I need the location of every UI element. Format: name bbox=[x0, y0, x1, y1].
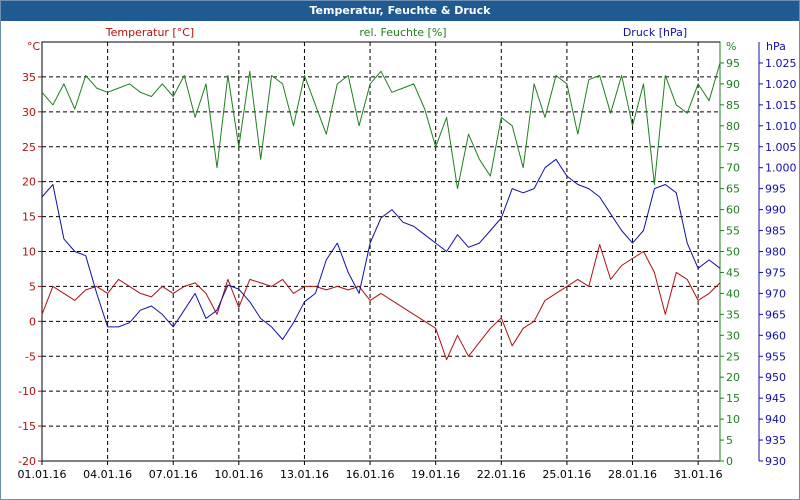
pressure-series-line bbox=[41, 158, 721, 340]
temperature-tick-label: 20 bbox=[22, 176, 36, 189]
x-tick-label: 19.01.16 bbox=[411, 468, 460, 481]
humidity-tick-label: 15 bbox=[726, 392, 740, 405]
humidity-tick-label: 90 bbox=[726, 78, 740, 91]
pressure-tick-label: 965 bbox=[765, 308, 786, 321]
pressure-tick-label: 985 bbox=[765, 225, 786, 238]
humidity-tick-label: 45 bbox=[726, 266, 740, 279]
humidity-tick-label: 50 bbox=[726, 246, 740, 259]
x-tick-label: 28.01.16 bbox=[608, 468, 657, 481]
humidity-tick-label: 40 bbox=[726, 287, 740, 300]
pressure-tick-label: 960 bbox=[765, 329, 786, 342]
x-tick-label: 13.01.16 bbox=[280, 468, 329, 481]
pressure-tick-label: 935 bbox=[765, 434, 786, 447]
pressure-unit: hPa bbox=[766, 40, 786, 53]
humidity-unit: % bbox=[726, 40, 736, 53]
temperature-tick-label: -10 bbox=[18, 385, 36, 398]
pressure-tick-label: 975 bbox=[765, 266, 786, 279]
x-tick-label: 10.01.16 bbox=[214, 468, 263, 481]
pressure-tick-label: 1.020 bbox=[765, 78, 797, 91]
humidity-tick-label: 85 bbox=[726, 99, 740, 112]
humidity-tick-label: 5 bbox=[726, 434, 733, 447]
humidity-tick-label: 60 bbox=[726, 204, 740, 217]
humidity-tick-label: 10 bbox=[726, 413, 740, 426]
humidity-series-line bbox=[41, 62, 721, 190]
pressure-axis-label: Druck [hPa] bbox=[623, 26, 687, 39]
pressure-tick-label: 980 bbox=[765, 246, 786, 259]
pressure-tick-label: 930 bbox=[765, 455, 786, 468]
temperature-unit: °C bbox=[27, 40, 41, 53]
humidity-tick-label: 70 bbox=[726, 162, 740, 175]
series-lines bbox=[41, 62, 721, 361]
pressure-tick-label: 995 bbox=[765, 183, 786, 196]
temperature-tick-label: 35 bbox=[22, 71, 36, 84]
grid bbox=[41, 41, 721, 462]
temperature-axis-label: Temperatur [°C] bbox=[105, 26, 194, 39]
humidity-axis-label: rel. Feuchte [%] bbox=[359, 26, 446, 39]
temperature-tick-label: -5 bbox=[25, 350, 36, 363]
humidity-tick-label: 95 bbox=[726, 57, 740, 70]
x-tick-label: 22.01.16 bbox=[477, 468, 526, 481]
temperature-tick-label: 30 bbox=[22, 106, 36, 119]
humidity-tick-label: 80 bbox=[726, 120, 740, 133]
pressure-tick-label: 990 bbox=[765, 204, 786, 217]
x-tick-label: 25.01.16 bbox=[542, 468, 591, 481]
pressure-tick-label: 1.015 bbox=[765, 99, 797, 112]
pressure-tick-label: 1.000 bbox=[765, 162, 797, 175]
pressure-tick-label: 1.025 bbox=[765, 57, 797, 70]
pressure-tick-label: 950 bbox=[765, 371, 786, 384]
x-tick-label: 16.01.16 bbox=[346, 468, 395, 481]
temperature-tick-label: 10 bbox=[22, 246, 36, 259]
pressure-tick-label: 1.010 bbox=[765, 120, 797, 133]
temperature-tick-label: 0 bbox=[29, 315, 36, 328]
pressure-tick-label: 955 bbox=[765, 350, 786, 363]
pressure-tick-label: 945 bbox=[765, 392, 786, 405]
humidity-tick-label: 55 bbox=[726, 225, 740, 238]
temperature-tick-label: -20 bbox=[18, 455, 36, 468]
x-tick-label: 07.01.16 bbox=[149, 468, 198, 481]
x-tick-label: 01.01.16 bbox=[18, 468, 67, 481]
pressure-tick-label: 970 bbox=[765, 287, 786, 300]
humidity-tick-label: 0 bbox=[726, 455, 733, 468]
humidity-tick-label: 65 bbox=[726, 183, 740, 196]
temperature-tick-label: 25 bbox=[22, 141, 36, 154]
temperature-tick-label: -15 bbox=[18, 420, 36, 433]
humidity-tick-label: 20 bbox=[726, 371, 740, 384]
temperature-series-line bbox=[41, 244, 721, 361]
humidity-tick-label: 30 bbox=[726, 329, 740, 342]
humidity-tick-label: 35 bbox=[726, 308, 740, 321]
chart-title: Temperatur, Feuchte & Druck bbox=[1, 1, 799, 21]
x-tick-label: 31.01.16 bbox=[674, 468, 723, 481]
humidity-tick-label: 25 bbox=[726, 350, 740, 363]
pressure-tick-label: 1.005 bbox=[765, 141, 797, 154]
temperature-tick-label: 5 bbox=[29, 280, 36, 293]
temperature-tick-label: 15 bbox=[22, 211, 36, 224]
x-tick-label: 04.01.16 bbox=[83, 468, 132, 481]
humidity-tick-label: 75 bbox=[726, 141, 740, 154]
axis-ticks: 01.01.16 04.01.16 07.01.16 10.01.16 13.01.16… bbox=[18, 42, 797, 481]
pressure-tick-label: 940 bbox=[765, 413, 786, 426]
